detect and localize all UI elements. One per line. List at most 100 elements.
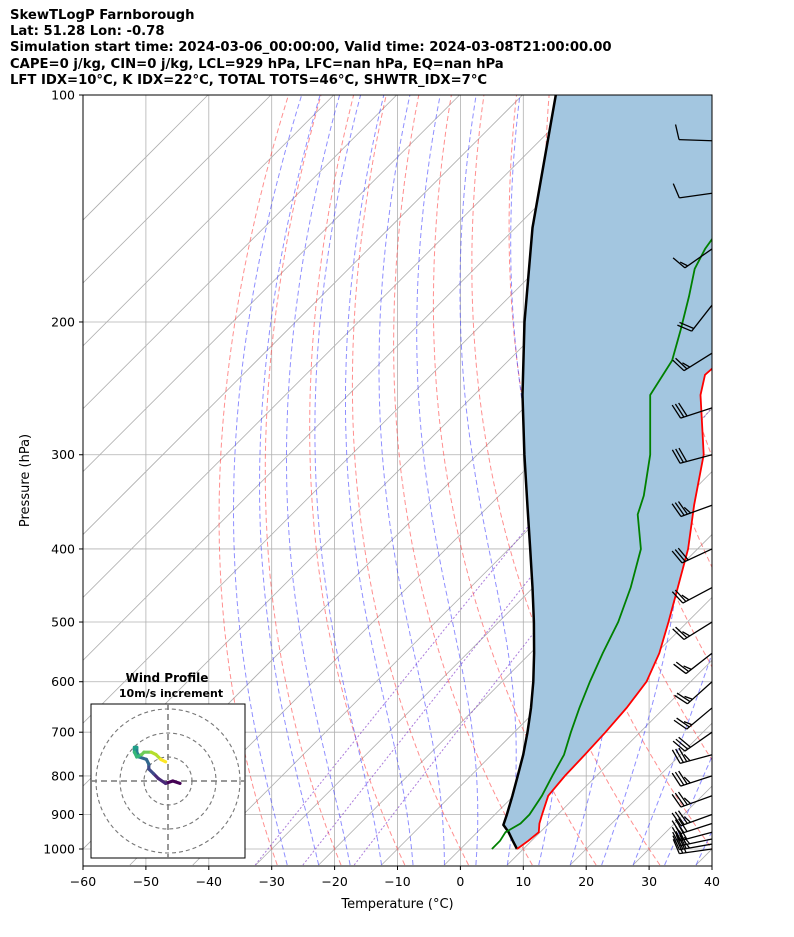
wind-barb-half-feather xyxy=(682,362,691,368)
moist-adiabat-line xyxy=(728,95,794,865)
wind-barb-full-feather xyxy=(678,402,688,417)
x-tick-label: −60 xyxy=(70,874,96,889)
wind-barb-shaft xyxy=(691,304,713,332)
x-tick-label: 40 xyxy=(704,874,720,889)
y-tick-label: 700 xyxy=(51,725,75,740)
wind-barb xyxy=(674,681,713,705)
dry-adiabat-line xyxy=(218,95,289,866)
wind-barb-shaft xyxy=(678,138,713,142)
temperature-profile-line xyxy=(516,367,712,850)
title-station: SkewTLogP Farnborough xyxy=(10,8,195,23)
wind-barb xyxy=(671,810,713,827)
moist-adiabat-line xyxy=(378,95,445,865)
moist-adiabat-line xyxy=(601,95,683,866)
wind-barb-full-feather xyxy=(677,324,692,332)
wind-barb-full-feather xyxy=(675,448,684,463)
y-tick-label: 800 xyxy=(51,768,75,783)
wind-barb xyxy=(671,747,713,764)
wind-barb-full-feather xyxy=(672,359,685,372)
wind-barb-full-feather xyxy=(677,547,689,561)
isotherm-line xyxy=(569,722,712,866)
wind-barb-half-feather xyxy=(683,665,692,670)
wind-barb-shaft xyxy=(683,352,713,372)
wind-barb-half-feather xyxy=(683,816,692,823)
wind-barb-full-feather xyxy=(672,257,686,269)
wind-barb-shaft xyxy=(687,681,713,705)
wind-barb-full-feather xyxy=(678,747,688,762)
wind-barb-full-feather xyxy=(675,738,689,750)
isotherm-line xyxy=(83,95,335,347)
y-tick-label: 600 xyxy=(51,674,75,689)
wind-barb-full-feather xyxy=(671,404,682,419)
y-tick-label: 100 xyxy=(51,88,75,103)
wind-barb-full-feather xyxy=(672,839,680,854)
wind-barb-full-feather xyxy=(679,321,695,330)
wind-barb-full-feather xyxy=(676,692,691,703)
title-indices-line: LFT IDX=10°C, K IDX=22°C, TOTAL TOTS=46°… xyxy=(10,72,488,88)
wind-barb-half-feather xyxy=(679,261,689,267)
wind-barb xyxy=(672,183,713,199)
wind-barb-full-feather xyxy=(674,124,680,140)
wind-barb-full-feather xyxy=(671,772,682,787)
wind-barb-full-feather xyxy=(675,831,684,846)
wind-barb-shaft xyxy=(679,192,713,199)
wind-barb-full-feather xyxy=(671,591,684,604)
wind-barb-full-feather xyxy=(674,811,685,825)
wind-barb-full-feather xyxy=(673,663,687,675)
wind-barb-shaft xyxy=(686,707,713,730)
x-tick-label: 20 xyxy=(578,874,594,889)
wind-barb-shaft xyxy=(679,831,713,842)
hodograph-inset: Wind Profile 10m/s increment xyxy=(90,671,246,859)
wind-barb xyxy=(677,304,713,332)
moist-adiabat-line xyxy=(664,755,712,866)
isotherm-line xyxy=(83,95,523,536)
wind-barb-shaft xyxy=(680,775,713,787)
dry-adiabat-line xyxy=(264,95,342,866)
isotherm-line xyxy=(318,471,712,866)
wind-barb-full-feather xyxy=(674,694,688,705)
moist-adiabat-line xyxy=(416,95,479,866)
wind-barb-full-feather xyxy=(676,717,690,728)
wind-barb-half-feather xyxy=(682,631,691,637)
dry-adiabat-line xyxy=(351,95,469,866)
wind-barb xyxy=(671,547,713,564)
cin-area-fill xyxy=(503,95,712,849)
y-tick-label: 200 xyxy=(51,314,75,329)
wind-barb-shaft xyxy=(681,548,713,564)
y-tick-label: 900 xyxy=(51,807,75,822)
x-tick-label: 0 xyxy=(456,874,464,889)
wind-barb-full-feather xyxy=(671,749,681,764)
moist-adiabat-line xyxy=(632,651,712,866)
dry-adiabat-line xyxy=(711,95,712,103)
wind-barb xyxy=(671,447,713,464)
moist-adiabat-line xyxy=(459,95,517,866)
wind-barb xyxy=(672,830,713,847)
wind-barb-full-feather xyxy=(674,589,687,602)
wind-barb-shaft xyxy=(684,731,713,752)
wind-barb xyxy=(673,707,713,730)
wind-barb-shaft xyxy=(684,248,713,269)
wind-barb-shaft xyxy=(679,848,713,855)
wind-barb-full-feather xyxy=(677,791,688,806)
hodograph-subtitle: 10m/s increment xyxy=(119,687,223,700)
wind-barb-full-feather xyxy=(672,628,685,640)
wind-barb-full-feather xyxy=(674,403,685,418)
wind-barb-full-feather xyxy=(672,183,680,199)
wind-barb-shaft xyxy=(680,407,713,419)
wind-barb-full-feather xyxy=(672,740,686,752)
wind-barb-half-feather xyxy=(683,754,691,762)
x-tick-label: 30 xyxy=(641,874,657,889)
wind-barb-shaft xyxy=(685,652,713,675)
axes-group: −60 −50 −40 −30 −20 −10 0 10 20 30 40 1000 900 800 700… xyxy=(43,88,720,890)
wind-barb xyxy=(671,586,713,604)
wind-barb-full-feather xyxy=(672,831,681,847)
wind-barb-half-feather xyxy=(683,836,691,845)
wind-barb-shaft xyxy=(683,621,713,641)
x-tick-label: 10 xyxy=(515,874,531,889)
wind-barb-full-feather xyxy=(678,447,688,462)
dry-adiabat-line xyxy=(471,95,661,866)
cape-fill-group xyxy=(503,95,712,849)
wind-barb-shaft xyxy=(679,454,713,464)
isotherm-line xyxy=(83,95,272,284)
wind-barb xyxy=(671,402,713,419)
